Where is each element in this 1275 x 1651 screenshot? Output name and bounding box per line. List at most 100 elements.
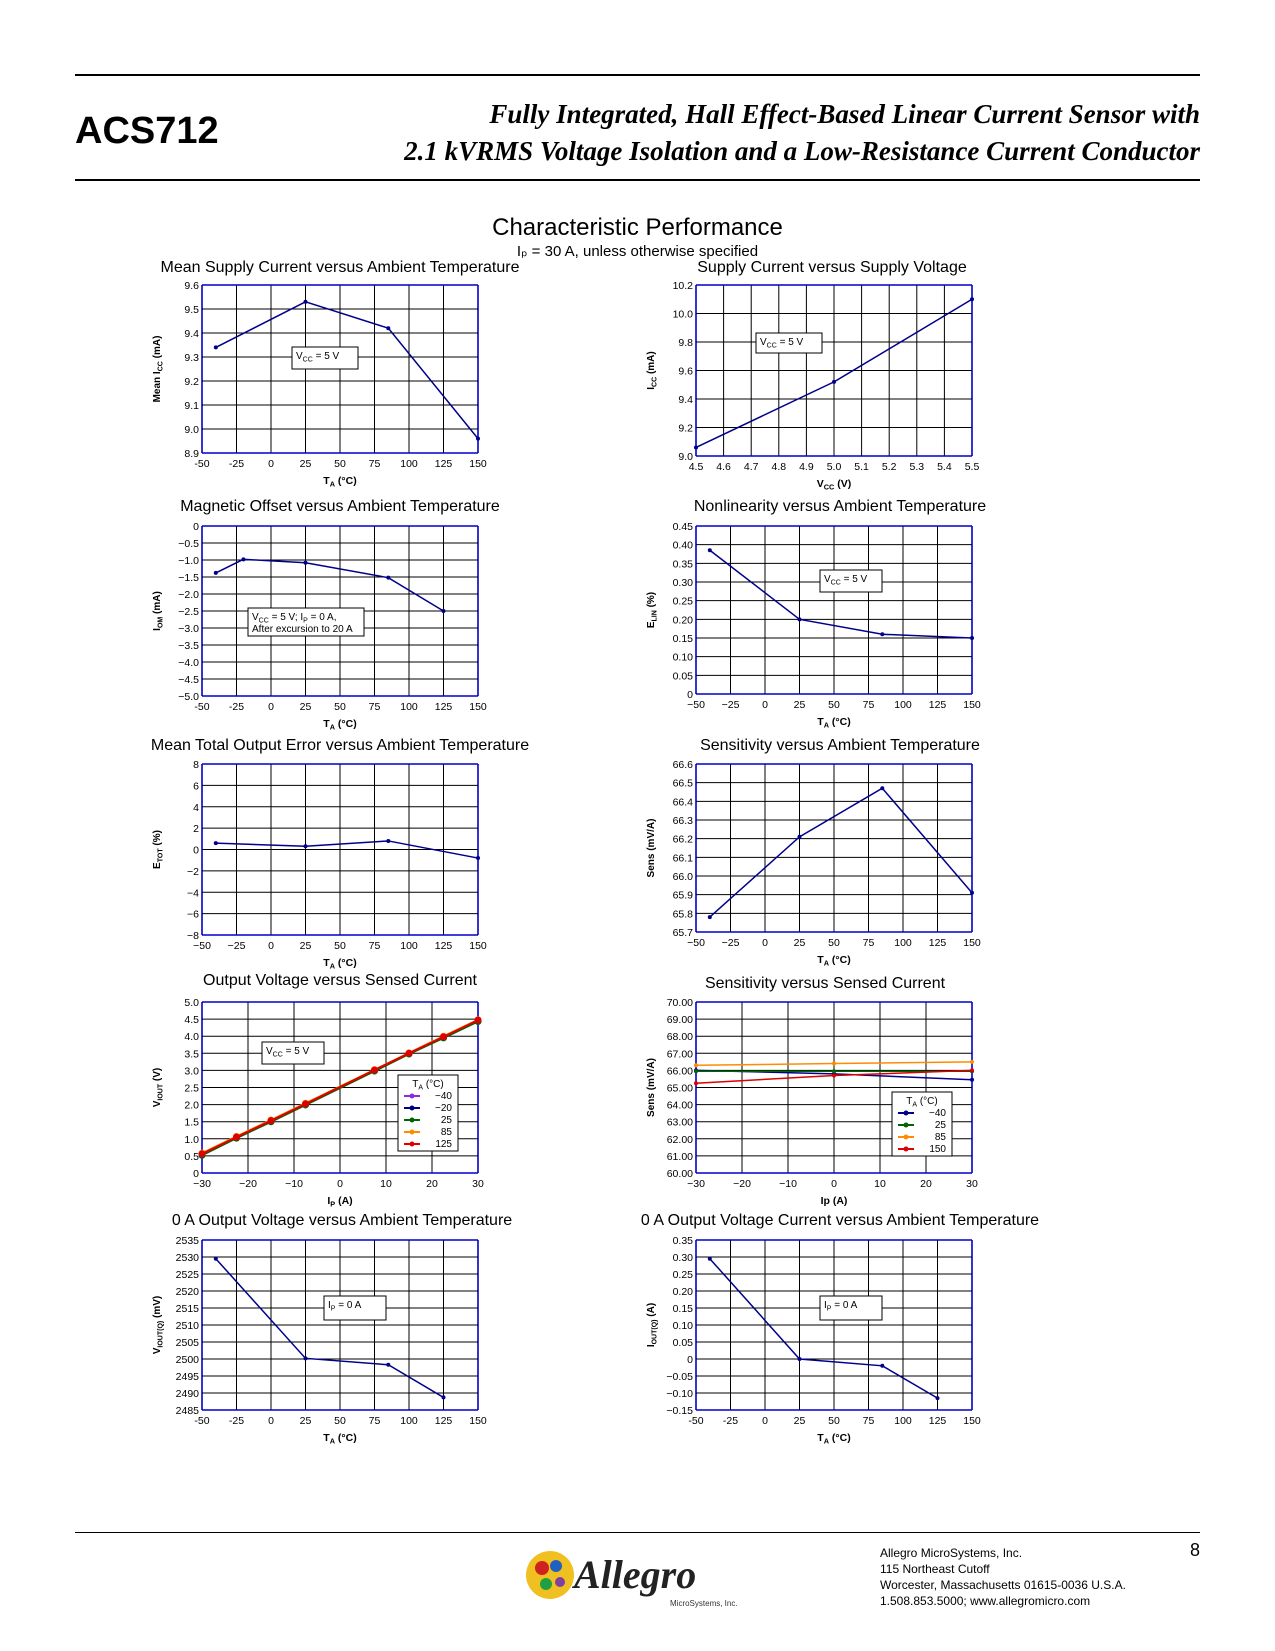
logo-subtext: MicroSystems, Inc. bbox=[670, 1599, 738, 1608]
y-tick-label: 9.2 bbox=[678, 423, 693, 435]
y-tick-label: 66.4 bbox=[673, 796, 694, 808]
allegro-logo: Allegro MicroSystems, Inc. bbox=[526, 1551, 738, 1608]
data-point bbox=[198, 1150, 206, 1158]
y-tick-label: 0.35 bbox=[673, 558, 694, 570]
x-tick-label: 50 bbox=[828, 699, 840, 711]
y-tick-label: −2 bbox=[187, 866, 199, 878]
annotation-box bbox=[819, 569, 883, 593]
data-point bbox=[303, 299, 308, 304]
x-tick-label: -25 bbox=[229, 458, 244, 470]
part-number: ACS712 bbox=[75, 110, 219, 152]
x-tick-label: 100 bbox=[400, 940, 418, 952]
y-tick-label: −8 bbox=[187, 930, 199, 942]
y-axis-label: ETOT (%) bbox=[152, 830, 165, 869]
y-tick-label: 9.5 bbox=[184, 304, 199, 316]
y-tick-label: 66.1 bbox=[673, 852, 694, 864]
annotation-box bbox=[291, 346, 359, 370]
annotation-box bbox=[323, 1295, 387, 1321]
y-tick-label: 9.0 bbox=[184, 424, 199, 436]
x-tick-label: −50 bbox=[687, 937, 705, 949]
annotation-text: IP = 0 A bbox=[824, 1300, 858, 1313]
x-tick-label: 25 bbox=[794, 699, 806, 711]
x-tick-label: 100 bbox=[894, 699, 912, 711]
data-point bbox=[440, 1033, 447, 1041]
data-point bbox=[832, 379, 836, 384]
y-tick-label: 0 bbox=[193, 1168, 199, 1180]
y-tick-label: 8 bbox=[193, 759, 199, 771]
y-tick-label: 65.8 bbox=[673, 908, 694, 920]
x-tick-label: −25 bbox=[722, 699, 740, 711]
y-tick-label: 66.00 bbox=[667, 1065, 693, 1077]
series-line bbox=[215, 1258, 444, 1399]
x-tick-label: 25 bbox=[794, 1415, 806, 1427]
address-line2: Worcester, Massachusetts 01615-0036 U.S.… bbox=[880, 1578, 1126, 1592]
logo-wordmark: Allegro bbox=[571, 1552, 696, 1597]
x-tick-label: 125 bbox=[435, 940, 453, 952]
data-point bbox=[832, 1073, 836, 1078]
header-top-rule bbox=[75, 74, 1200, 76]
chart-title: Sensitivity versus Ambient Temperature bbox=[700, 737, 980, 754]
document-title: Fully Integrated, Hall Effect-Based Line… bbox=[404, 96, 1200, 170]
x-tick-label: 0 bbox=[831, 1178, 837, 1190]
y-tick-label: 63.00 bbox=[667, 1117, 693, 1129]
data-point bbox=[707, 1256, 712, 1261]
y-tick-label: 2530 bbox=[176, 1252, 200, 1264]
x-tick-label: −25 bbox=[722, 937, 740, 949]
y-axis-label: ICC (mA) bbox=[646, 351, 659, 389]
y-tick-label: 65.00 bbox=[667, 1083, 693, 1095]
legend-marker bbox=[903, 1134, 909, 1140]
data-point bbox=[832, 1061, 836, 1066]
y-tick-label: 9.6 bbox=[184, 280, 199, 292]
plot-area: -50 -25 0 25 50 75 100 125 150 −0.15 −0.10 −0.05 0 0.… bbox=[646, 1235, 981, 1446]
legend-marker bbox=[409, 1105, 415, 1111]
logo-mark-icon bbox=[526, 1551, 574, 1599]
data-point bbox=[970, 1077, 974, 1082]
x-tick-label: 75 bbox=[369, 701, 381, 713]
y-tick-label: 10.0 bbox=[673, 309, 694, 321]
chart-title: Magnetic Offset versus Ambient Temperatu… bbox=[180, 498, 500, 515]
y-tick-label: 0 bbox=[193, 521, 199, 533]
data-point bbox=[797, 617, 802, 622]
data-point bbox=[441, 609, 446, 613]
data-point bbox=[694, 445, 698, 450]
x-tick-label: 4.7 bbox=[744, 461, 759, 473]
data-point bbox=[694, 1069, 698, 1074]
chart-title: 0 A Output Voltage versus Ambient Temper… bbox=[171, 1212, 513, 1229]
x-tick-label: 5.1 bbox=[854, 461, 869, 473]
y-tick-label: 2485 bbox=[176, 1405, 200, 1417]
annotation-text: VCC = 5 V bbox=[296, 351, 340, 364]
annotation-text: After excursion to 20 A bbox=[252, 624, 353, 635]
x-tick-label: 150 bbox=[963, 699, 981, 711]
x-tick-label: 5.5 bbox=[965, 461, 980, 473]
y-tick-label: −4.5 bbox=[178, 674, 199, 686]
x-tick-label: 75 bbox=[863, 1415, 875, 1427]
chart-c6: −50 −25 0 25 50 75 100 125 150 65.7 65.8 65.9 66.0 66… bbox=[646, 759, 981, 968]
legend-title: TA (°C) bbox=[412, 1079, 443, 1092]
legend-label: 125 bbox=[435, 1139, 452, 1150]
y-tick-label: −5.0 bbox=[178, 691, 199, 703]
y-tick-label: −3.0 bbox=[178, 623, 199, 635]
address-line1: 115 Northeast Cutoff bbox=[880, 1562, 990, 1576]
x-tick-label: 125 bbox=[435, 701, 453, 713]
y-tick-label: 0.05 bbox=[673, 1337, 694, 1349]
chart-c3: -50 -25 0 25 50 75 100 125 150 −5.0 −4.5 −4.0 −3.5 −3… bbox=[152, 521, 487, 732]
x-tick-label: 50 bbox=[334, 940, 346, 952]
chart-title: Sensitivity versus Sensed Current bbox=[704, 975, 946, 992]
y-tick-label: 62.00 bbox=[667, 1134, 693, 1146]
series-line bbox=[709, 1258, 938, 1399]
annotation-text: VCC = 5 V; IP = 0 A, bbox=[252, 612, 336, 625]
y-tick-label: 2505 bbox=[176, 1337, 200, 1349]
x-tick-label: 5.0 bbox=[827, 461, 842, 473]
x-tick-label: 30 bbox=[966, 1178, 978, 1190]
annotation-text: VCC = 5 V bbox=[824, 574, 868, 587]
x-tick-label: 125 bbox=[435, 458, 453, 470]
data-point bbox=[476, 436, 480, 441]
y-tick-label: 3.0 bbox=[184, 1065, 199, 1077]
y-tick-label: 0.25 bbox=[673, 1269, 694, 1281]
y-tick-label: 9.1 bbox=[184, 400, 199, 412]
data-point bbox=[880, 632, 885, 637]
x-tick-label: −20 bbox=[239, 1178, 257, 1190]
chart-c10: -50 -25 0 25 50 75 100 125 150 −0.15 −0.10 −0.05 0 0.… bbox=[646, 1235, 981, 1446]
data-point bbox=[970, 890, 974, 895]
x-tick-label: 100 bbox=[400, 1415, 418, 1427]
